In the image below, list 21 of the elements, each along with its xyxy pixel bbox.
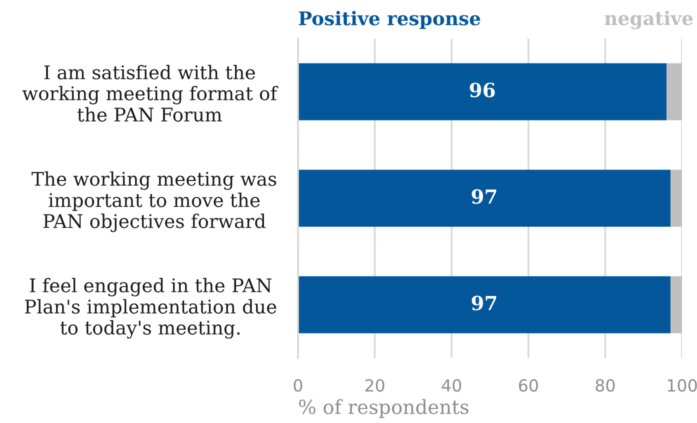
bar — [666, 63, 682, 120]
x-tick-label: 40 — [442, 379, 462, 392]
x-axis-title: % of respondents — [299, 399, 468, 418]
bar — [298, 276, 670, 334]
data-label: 97 — [472, 296, 496, 310]
x-tick-label: 60 — [518, 379, 538, 392]
x-tick-label: 20 — [365, 379, 384, 392]
y-tick-label: I feel engaged in the PAN Plan's implementation due to today's meeting. — [25, 278, 276, 339]
series-label: negative — [604, 10, 693, 30]
series-label: Positive response — [298, 10, 480, 30]
x-tick-label: 100 — [668, 379, 697, 392]
y-tick-label: I am satisfied with the working meeting format of the PAN Forum — [22, 64, 278, 122]
data-label: 96 — [470, 82, 495, 98]
data-label: 97 — [472, 189, 496, 204]
y-tick-label: The working meeting was important to move the PAN objectives forward — [32, 171, 276, 232]
bar — [298, 63, 667, 120]
bar — [670, 170, 682, 227]
x-tick-label: 80 — [596, 379, 615, 392]
bar — [298, 170, 670, 227]
x-tick-label: 0 — [294, 379, 302, 392]
bar — [670, 276, 682, 334]
